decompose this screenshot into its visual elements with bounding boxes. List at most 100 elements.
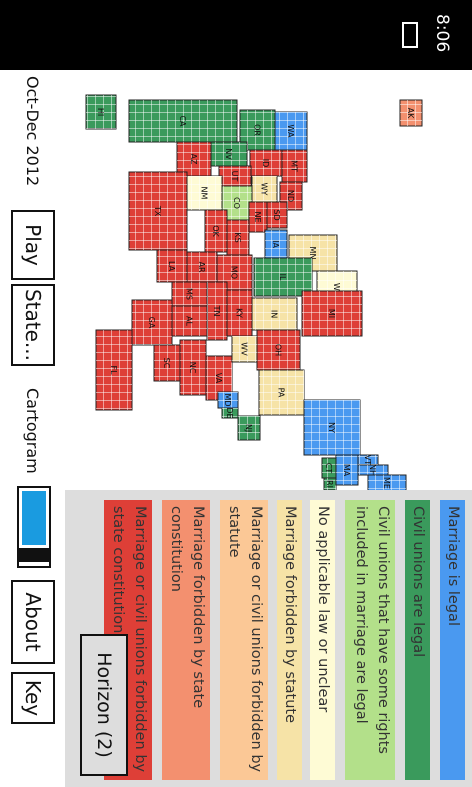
tile-grid: [254, 258, 312, 296]
tile-grid: [206, 356, 232, 400]
state-label: MI: [327, 309, 336, 318]
state-label: SD: [272, 209, 281, 220]
state-label: TN: [212, 305, 221, 317]
tile-grid: [154, 345, 180, 381]
tile-grid: [96, 330, 132, 410]
state-label: MO: [230, 266, 239, 279]
tile-grid: [324, 478, 336, 490]
state-label: CO: [232, 197, 241, 209]
state-label: AR: [197, 261, 206, 272]
tile-grid: [211, 142, 247, 166]
state-label: NY: [327, 422, 336, 433]
tile-grid: [267, 202, 287, 228]
tile-grid: [187, 176, 222, 210]
state-label: NC: [188, 362, 197, 374]
state-label: CT: [324, 463, 333, 474]
tile-grid: [265, 230, 287, 258]
tile-grid: [218, 392, 238, 408]
tile-grid: [252, 176, 277, 202]
tile-grid: [304, 400, 360, 455]
state-label: IA: [271, 240, 280, 248]
tile-grid: [129, 100, 237, 142]
state-label: CA: [178, 115, 187, 127]
state-label: WY: [260, 183, 269, 196]
period-label: Oct-Dec 2012: [23, 76, 42, 187]
cartogram-label: Cartogram: [23, 388, 42, 474]
tile-grid: [238, 416, 260, 440]
state-label: RI: [325, 480, 334, 488]
tile-grid: [302, 291, 362, 336]
state-label: TX: [153, 205, 162, 217]
state-label: VT: [363, 455, 372, 465]
state-label: WV: [240, 342, 249, 356]
tile-grid: [222, 186, 252, 220]
state-label: VA: [214, 373, 223, 384]
tile-grid: [240, 110, 275, 150]
tile-grid: [177, 142, 211, 176]
state-label: KS: [233, 232, 242, 242]
state-label: UT: [230, 171, 239, 182]
tile-grid: [86, 95, 116, 129]
tile-grid: [180, 340, 206, 395]
tile-grid: [207, 282, 227, 340]
state-label: NM: [200, 187, 209, 200]
tile-grid: [222, 408, 238, 418]
tile-grid: [187, 252, 217, 282]
tile-grid: [219, 166, 251, 186]
tile-grid: [368, 475, 406, 491]
tile-grid: [132, 300, 172, 345]
legend-item: Marriage or civil unions forbidden by st…: [220, 500, 268, 780]
state-label: GA: [147, 317, 156, 329]
state-label: ME: [382, 477, 391, 489]
state-label: WA: [286, 125, 295, 138]
legend-item: Civil unions are legal: [405, 500, 430, 780]
state-label: KY: [235, 308, 244, 318]
legend-item: Civil unions that have some rights inclu…: [345, 500, 395, 780]
tile-grid: [322, 458, 336, 478]
state-label: IL: [278, 274, 287, 281]
cartogram-map: CA WA OR NV ID MT WY UT CO AZ NM ND SD NE KS OK TX MN IA MO…: [85, 94, 423, 492]
state-label: IN: [270, 310, 279, 318]
tile-grid: [336, 455, 358, 485]
state-label: MA: [342, 464, 351, 477]
state-label: FL: [109, 365, 118, 375]
state-label: AK: [406, 108, 415, 119]
state-label: SC: [162, 358, 171, 369]
state-label: ID: [261, 159, 270, 168]
tile-grid: [205, 210, 227, 252]
tile-grid: [129, 172, 187, 250]
tile-grid: [257, 330, 300, 370]
state-label: LA: [167, 261, 176, 272]
state-label: NJ: [244, 424, 253, 432]
tile-grid: [358, 465, 388, 475]
legend-item: Marriage forbidden by statute: [277, 500, 302, 780]
tile-grid: [275, 112, 307, 150]
key-button[interactable]: Key: [11, 672, 55, 724]
tile-grid: [249, 202, 267, 232]
tile-grid: [172, 306, 207, 336]
state-label: HI: [96, 108, 105, 116]
state-button[interactable]: State...: [11, 284, 55, 366]
toggle-thumb: [17, 548, 51, 562]
tile-grid: [227, 220, 249, 255]
legend-item: No applicable law or unclear: [310, 500, 335, 780]
state-label: NH: [368, 464, 377, 476]
tile-grid: [227, 290, 252, 336]
play-button[interactable]: Play: [11, 210, 55, 280]
state-label: DE: [225, 407, 234, 418]
horizon-button[interactable]: Horizon (2): [80, 634, 128, 776]
state-label: NE: [253, 211, 262, 222]
tile-grid: [259, 370, 304, 415]
tile-grid: [172, 282, 207, 306]
about-button[interactable]: About: [11, 580, 55, 664]
state-label: AL: [185, 316, 194, 326]
state-label: OK: [211, 225, 220, 237]
tile-grid: [282, 150, 307, 182]
cartogram-toggle[interactable]: [17, 486, 51, 568]
state-label: OR: [253, 124, 262, 136]
tile-grid: [400, 100, 422, 126]
state-label: MT: [290, 160, 299, 172]
legend-item: Marriage is legal: [440, 500, 465, 780]
state-label: MN: [308, 247, 317, 260]
